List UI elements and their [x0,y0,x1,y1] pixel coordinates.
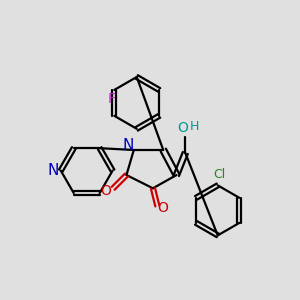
Text: F: F [108,92,116,106]
Text: N: N [123,138,134,153]
Text: H: H [190,120,199,133]
Text: O: O [100,184,111,198]
Text: N: N [48,163,59,178]
Text: O: O [177,121,188,135]
Text: Cl: Cl [213,168,225,181]
Text: O: O [157,201,168,215]
